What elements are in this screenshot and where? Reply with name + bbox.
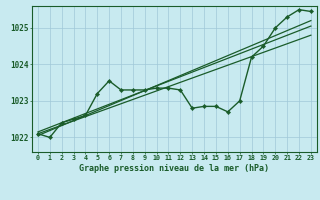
X-axis label: Graphe pression niveau de la mer (hPa): Graphe pression niveau de la mer (hPa) — [79, 164, 269, 173]
